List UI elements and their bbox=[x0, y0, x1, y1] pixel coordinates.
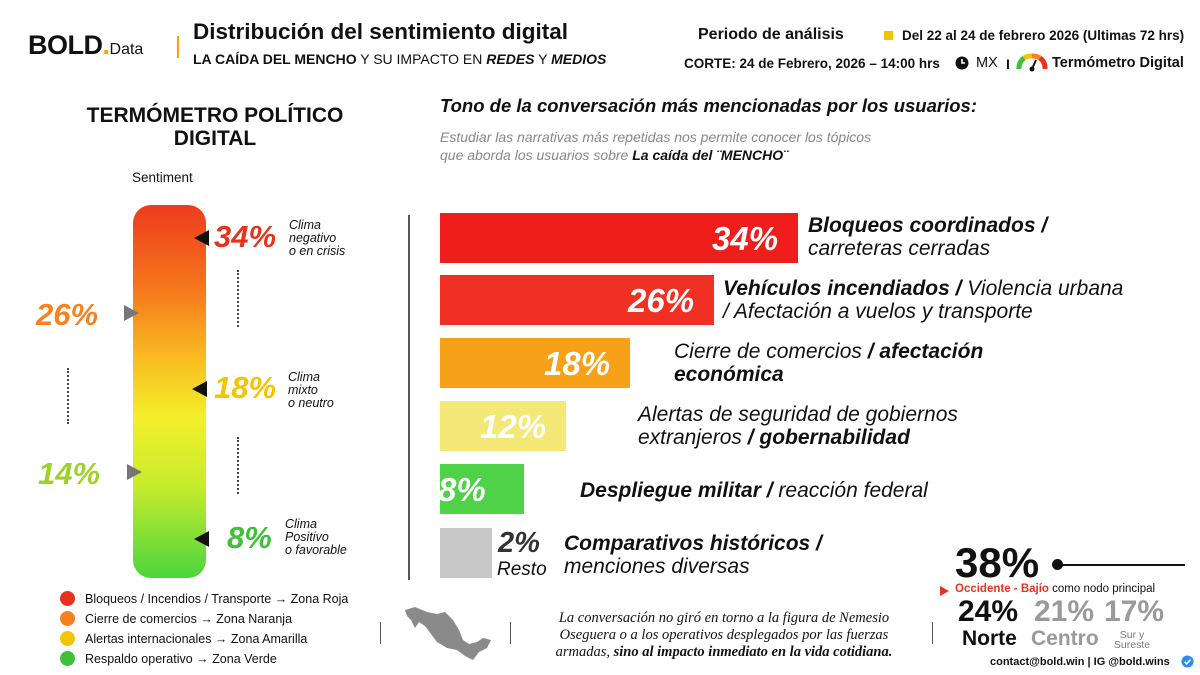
connector-dots bbox=[67, 368, 69, 424]
norte-name: Norte bbox=[962, 627, 1017, 650]
resto-label: Resto bbox=[497, 559, 547, 580]
norte-pct: 24% bbox=[958, 595, 1019, 628]
sur-name: Sur y Sureste bbox=[1113, 629, 1151, 651]
pointer-negative bbox=[194, 230, 209, 246]
bar-vehiculos bbox=[440, 275, 714, 325]
bar-label-bloqueos: 34% bbox=[712, 220, 779, 257]
legend-dot-yellow bbox=[60, 631, 75, 646]
bar-comercios bbox=[440, 338, 630, 388]
page-subtitle: LA CAÍDA DEL MENCHO Y SU IMPACTO EN REDE… bbox=[193, 51, 607, 67]
pointer-mixed bbox=[192, 381, 207, 397]
corte-label: CORTE: 24 de Febrero, 2026 – 14:00 hrs bbox=[684, 56, 940, 71]
chart-title: Tono de la conversación más mencionadas … bbox=[440, 95, 977, 116]
contact-info: contact@bold.win | IG @bold.wins bbox=[990, 656, 1170, 668]
period-marker bbox=[884, 31, 893, 40]
gauge-icon bbox=[1016, 53, 1048, 72]
pointer-positive bbox=[194, 531, 209, 547]
header-separator: I bbox=[1006, 56, 1010, 72]
pointer-left-14 bbox=[127, 464, 142, 480]
bottom-separator bbox=[510, 622, 511, 644]
verified-check-icon bbox=[1181, 655, 1194, 668]
pct-positive: 8% bbox=[227, 520, 272, 555]
legend-dot-orange bbox=[60, 611, 75, 626]
period-label: Periodo de análisis bbox=[698, 26, 844, 43]
centro-pct: 21% bbox=[1034, 595, 1095, 628]
page-title: Distribución del sentimiento digital bbox=[193, 19, 569, 44]
clock-icon bbox=[955, 56, 969, 70]
connector-dots bbox=[237, 437, 239, 494]
insight-quote: La conversación no giró en torno a la fi… bbox=[555, 610, 893, 660]
centro-name: Centro bbox=[1031, 627, 1099, 650]
pointer-left-26 bbox=[124, 305, 139, 321]
legend-dot-red bbox=[60, 591, 75, 606]
chart-divider bbox=[408, 215, 410, 580]
brand-logo: BOLD.Data bbox=[28, 30, 144, 60]
bottom-separator bbox=[380, 622, 381, 644]
pct-negative: 34% bbox=[214, 219, 277, 254]
connector-dots bbox=[237, 270, 239, 327]
category-label-despliegue: Despliegue militar / reacción federal bbox=[580, 479, 928, 502]
thermometer-title: TERMÓMETRO POLÍTICO DIGITAL bbox=[86, 104, 344, 150]
category-label-alertas: Alertas de seguridad de gobiernos extran… bbox=[638, 403, 958, 449]
mexico-map-icon bbox=[405, 607, 491, 660]
legend-item: Cierre de comercios → Zona Naranja bbox=[60, 611, 380, 626]
sur-pct: 17% bbox=[1104, 595, 1165, 628]
clima-negative: Clima negativo o en crisis bbox=[289, 218, 346, 258]
pct-left-26: 26% bbox=[36, 297, 99, 332]
bar-alertas bbox=[440, 401, 566, 451]
node-line bbox=[1055, 564, 1185, 566]
category-label-vehiculos: Vehículos incendiados / Violencia urbana… bbox=[723, 277, 1124, 323]
pct-left-14: 14% bbox=[38, 456, 101, 491]
legend-item: Bloqueos / Incendios / Transporte → Zona… bbox=[60, 591, 380, 606]
legend-item: Respaldo operativo → Zona Verde bbox=[60, 651, 380, 666]
sentiment-label: Sentiment bbox=[132, 170, 193, 185]
country-label: MX bbox=[976, 55, 998, 71]
clima-positive: Clima Positivo o favorable bbox=[285, 517, 347, 557]
bar-label-alertas: 12% bbox=[480, 408, 547, 445]
bar-label-despliegue: 8% bbox=[438, 471, 486, 508]
legend-item: Alertas internacionales → Zona Amarilla bbox=[60, 631, 380, 646]
termometro-label: Termómetro Digital bbox=[1052, 55, 1184, 71]
legend-dot-green bbox=[60, 651, 75, 666]
category-label-bloqueos: Bloqueos coordinados / carreteras cerrad… bbox=[808, 214, 1048, 260]
category-label-comparativos: Comparativos históricos / menciones dive… bbox=[564, 532, 822, 578]
pct-mixed: 18% bbox=[214, 370, 277, 405]
bar-comparativos bbox=[440, 528, 492, 578]
logo-separator bbox=[177, 36, 179, 58]
bar-bloqueos bbox=[440, 213, 798, 263]
node-dot bbox=[1052, 559, 1063, 570]
bottom-separator bbox=[932, 622, 933, 644]
chart-subtitle: Estudiar las narrativas más repetidas no… bbox=[440, 129, 872, 163]
bar-label-comercios: 18% bbox=[544, 345, 611, 382]
category-label-comercios: Cierre de comercios / afectación económi… bbox=[674, 340, 984, 386]
bar-label-comparativos: 2% bbox=[498, 527, 540, 559]
period-value: Del 22 al 24 de febrero 2026 (Ultimas 72… bbox=[902, 28, 1185, 43]
node-arrow-icon bbox=[940, 586, 949, 596]
bar-label-vehiculos: 26% bbox=[628, 282, 695, 319]
bar-despliegue bbox=[440, 464, 524, 514]
main-region-pct: 38% bbox=[955, 539, 1040, 586]
clima-mixed: Clima mixto o neutro bbox=[288, 370, 334, 410]
main-region-label: Occidente - Bajío como nodo principal bbox=[955, 583, 1156, 595]
